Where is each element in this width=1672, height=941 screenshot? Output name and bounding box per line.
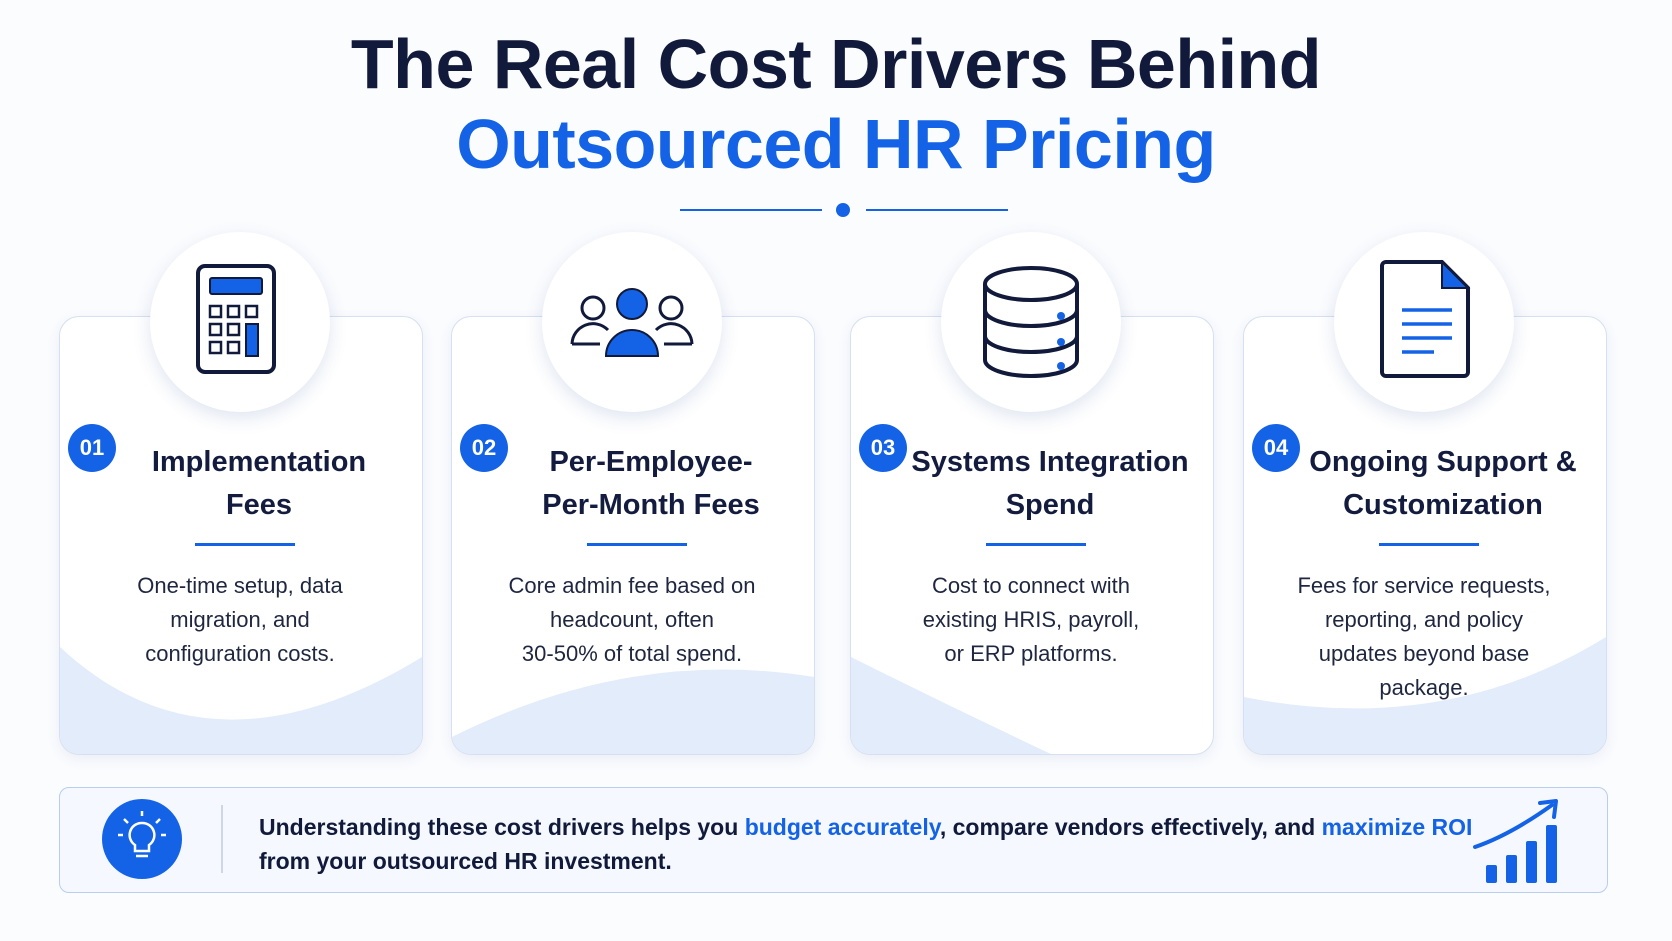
- card-title: Systems Integration Spend: [900, 441, 1200, 527]
- text: , compare vendors effectively, and: [939, 814, 1322, 840]
- card-description-line: 30-50% of total spend.: [521, 641, 743, 666]
- footer-box: [59, 787, 1608, 893]
- card-description-line: Core admin fee based on: [508, 573, 756, 598]
- card-description-line: existing HRIS, payroll,: [922, 607, 1140, 632]
- card-description-line: package.: [1379, 675, 1469, 700]
- card-description-line: One-time setup, data: [137, 573, 343, 598]
- card-description: One-time setup, data migration, and config…: [69, 569, 411, 671]
- title-line2: Outsourced HR Pricing: [456, 105, 1216, 183]
- highlight-text: maximize ROI: [1321, 814, 1473, 840]
- card-wave: [851, 657, 1051, 754]
- card-rule: [587, 543, 687, 546]
- card-number: 03: [859, 424, 907, 472]
- card-title-line: Spend: [1005, 489, 1095, 521]
- card-description-line: configuration costs.: [145, 641, 335, 666]
- card-title: Per-Employee- Per-Month Fees: [501, 441, 801, 527]
- card-title: Implementation Fees: [109, 441, 409, 527]
- card-title-line: Implementation: [151, 446, 367, 478]
- card-title-line: Ongoing Support &: [1309, 446, 1577, 478]
- icon-graphic: [570, 288, 694, 357]
- footer-text: Understanding these cost drivers helps y…: [259, 810, 1479, 878]
- card-icon: [150, 232, 330, 412]
- card-title-line: Customization: [1343, 489, 1543, 521]
- card-number: 01: [68, 424, 116, 472]
- card-title: Ongoing Support & Customization: [1293, 441, 1593, 527]
- lightbulb-icon: [102, 799, 182, 879]
- card-title-line: Fees: [225, 489, 293, 521]
- card-rule: [195, 543, 295, 546]
- card-number: 02: [460, 424, 508, 472]
- card-title-line: Per-Employee-: [549, 446, 753, 478]
- card-number: 04: [1252, 424, 1300, 472]
- icon-graphic: [1380, 259, 1471, 378]
- card-icon: [1334, 232, 1514, 412]
- card-description: Fees for service requests, reporting, and…: [1253, 569, 1595, 705]
- card-icon: [542, 232, 722, 412]
- card-rule: [1379, 543, 1479, 546]
- card-description-line: headcount, often: [550, 607, 714, 632]
- card-description-line: reporting, and policy: [1324, 607, 1524, 632]
- text: from your outsourced HR investment.: [259, 848, 672, 874]
- card-wave: [1244, 637, 1606, 754]
- card-description: Cost to connect with existing HRIS, payro…: [860, 569, 1202, 671]
- card-wave: [60, 647, 422, 754]
- card-description: Core admin fee based on headcount, often 3…: [461, 569, 803, 671]
- highlight-text: budget accurately: [744, 814, 940, 840]
- icon-graphic: [196, 264, 276, 374]
- card-title-line: Per-Month Fees: [542, 489, 760, 521]
- card-icon: [941, 232, 1121, 412]
- title-divider: [680, 203, 1008, 217]
- text: Understanding these cost drivers helps y…: [259, 814, 745, 840]
- card-description-line: migration, and: [170, 607, 310, 632]
- card-wave: [452, 669, 814, 754]
- footer-divider: [221, 805, 223, 873]
- growth-chart-icon: [1473, 799, 1558, 883]
- card-description-line: updates beyond base: [1318, 641, 1530, 666]
- card-description-line: Cost to connect with: [931, 573, 1131, 598]
- title-line1: The Real Cost Drivers Behind: [350, 25, 1322, 103]
- card-description-line: or ERP platforms.: [944, 641, 1118, 666]
- card-rule: [986, 543, 1086, 546]
- icon-graphic: [983, 266, 1079, 378]
- card-title-line: Systems Integration: [911, 446, 1189, 478]
- card-description-line: Fees for service requests,: [1297, 573, 1551, 598]
